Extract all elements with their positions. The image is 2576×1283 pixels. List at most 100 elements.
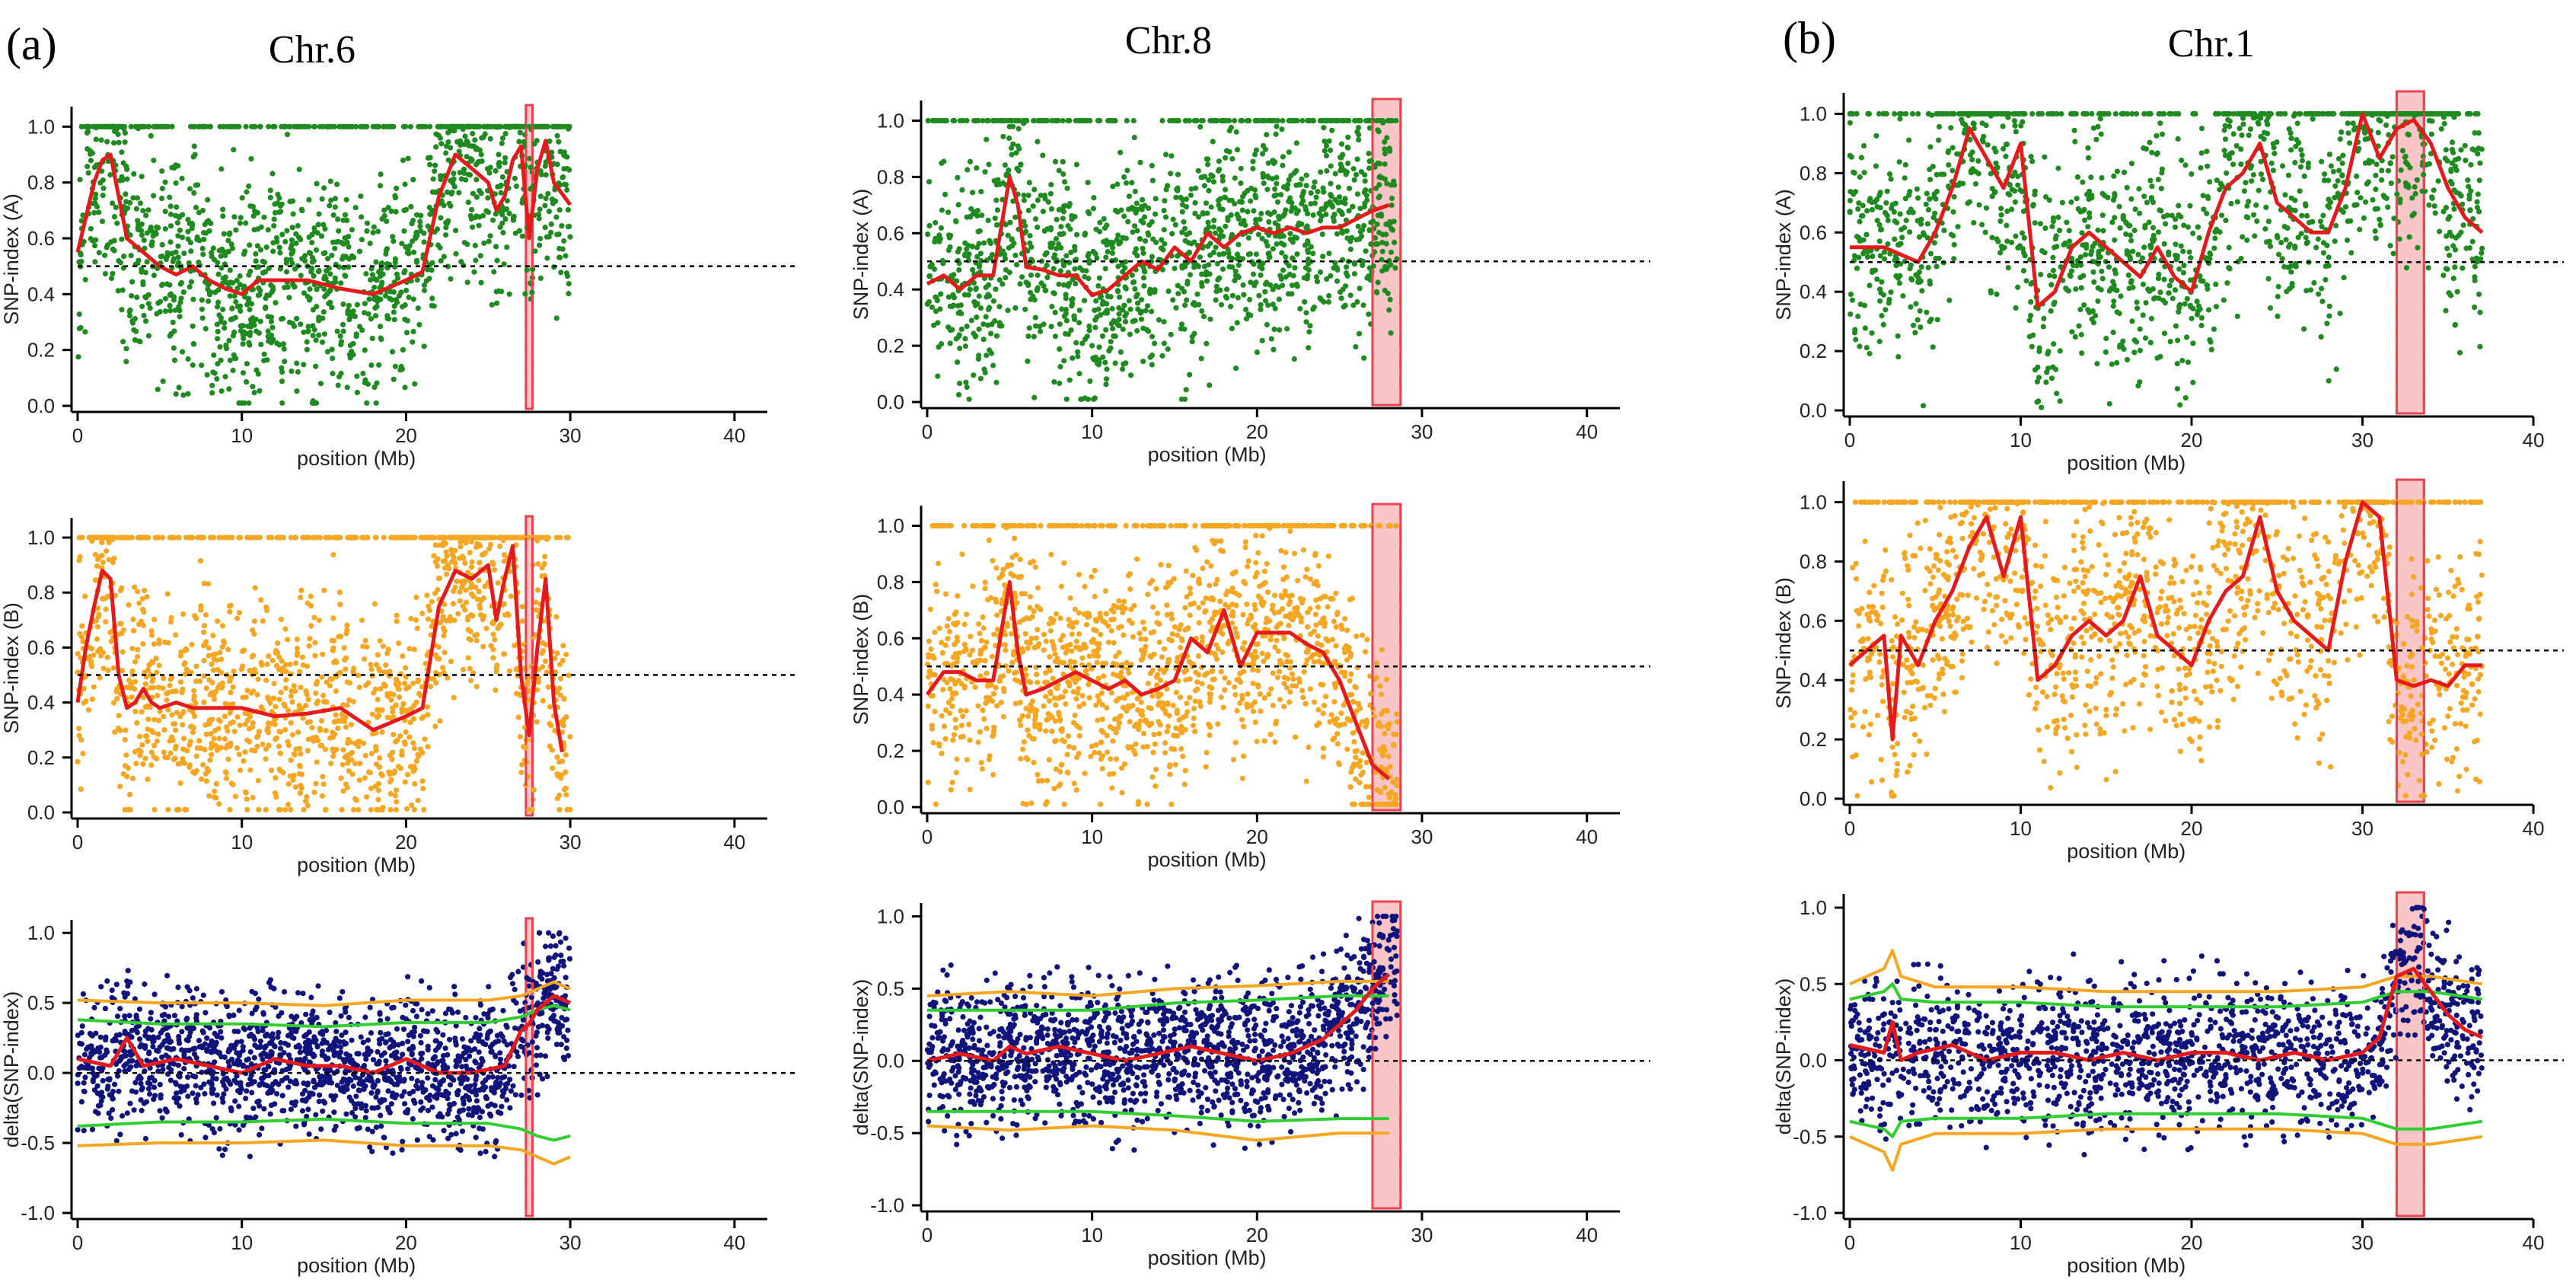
chr6-a-point bbox=[190, 362, 196, 369]
chr6-b-point bbox=[103, 619, 109, 625]
chr6-b-point bbox=[292, 660, 299, 666]
chr6-b-point bbox=[388, 535, 394, 541]
chr6-d-point bbox=[300, 1091, 306, 1097]
chr6-a-point bbox=[336, 123, 343, 129]
chr6-b-point bbox=[224, 775, 230, 781]
chr6-a-point bbox=[111, 238, 117, 244]
chr6-d-point bbox=[181, 1066, 187, 1072]
chr6-a-point bbox=[427, 123, 433, 129]
chr6-b-point bbox=[390, 709, 396, 715]
chr6-b-point bbox=[92, 577, 98, 583]
chr6-b-point bbox=[450, 601, 457, 607]
chr6-d-point bbox=[403, 1002, 409, 1008]
chr6-d-point bbox=[226, 1046, 232, 1052]
chr6-a-point bbox=[347, 343, 353, 349]
chr6-a-point bbox=[139, 123, 145, 129]
chr6-b-point bbox=[206, 677, 212, 683]
chr6-a-point bbox=[247, 342, 253, 348]
chr6-a-point bbox=[253, 367, 260, 373]
chr6-b-point bbox=[426, 608, 433, 614]
chr6-a-point bbox=[346, 302, 352, 308]
chr6-b-point bbox=[374, 714, 381, 720]
chr6-b-point bbox=[297, 762, 303, 769]
chr6-d-point bbox=[565, 1027, 571, 1033]
chr6-b-point bbox=[135, 589, 141, 595]
chr6-d-point bbox=[282, 1075, 289, 1081]
chr6-a-point bbox=[220, 206, 226, 212]
chr6-d-point bbox=[220, 1099, 226, 1105]
chr6-a-point bbox=[289, 237, 295, 243]
chr6-d-point bbox=[185, 1074, 191, 1080]
chr6-a-point bbox=[289, 249, 296, 255]
chr6-d-point bbox=[551, 954, 557, 960]
chr6-a-point bbox=[382, 292, 389, 298]
chr6-b-point bbox=[95, 535, 101, 541]
chr6-a-point bbox=[123, 359, 129, 365]
chr6-a-point bbox=[326, 123, 332, 129]
chr6-d-point bbox=[557, 939, 564, 945]
chr6-a-point bbox=[277, 266, 283, 272]
chr6-d-point bbox=[231, 1028, 238, 1035]
chr6-b-point bbox=[305, 697, 311, 703]
chr6-b-point bbox=[75, 758, 81, 765]
chr6-b-point bbox=[560, 643, 566, 649]
chr6-a-point bbox=[461, 170, 467, 177]
chr6-b-point bbox=[549, 747, 556, 753]
chr6-d-point bbox=[483, 1096, 490, 1102]
chr6-d-x-tick-label: 10 bbox=[231, 1231, 253, 1254]
chr6-b-point bbox=[201, 629, 207, 635]
chr6-a-point bbox=[425, 155, 432, 161]
chr6-b-point bbox=[373, 535, 379, 541]
chr6-b-point bbox=[203, 685, 209, 691]
chr6-a-point bbox=[86, 123, 92, 129]
chr6-a-point bbox=[248, 156, 254, 162]
chr6-b-point bbox=[213, 780, 219, 787]
chr6-b-point bbox=[154, 738, 161, 744]
chr6-d-point bbox=[563, 1045, 569, 1052]
chr6-a-point bbox=[144, 230, 150, 236]
chr6-a-point bbox=[175, 243, 181, 249]
chr6-d-point bbox=[362, 1014, 368, 1020]
chr6-d-point bbox=[401, 1078, 407, 1084]
chr6-b-point bbox=[92, 551, 98, 558]
chr6-b-point bbox=[381, 535, 387, 541]
chr6-a-point bbox=[92, 259, 98, 265]
chr6-a-point bbox=[496, 161, 502, 167]
chr6-a-point bbox=[346, 311, 352, 317]
chr6-d-xlabel: position (Mb) bbox=[297, 1254, 416, 1277]
chr6-d-point bbox=[526, 976, 532, 982]
chr6-a-y-tick-label: 0.0 bbox=[27, 394, 55, 417]
chr6-d-point bbox=[544, 1074, 550, 1080]
chr6-b-point bbox=[77, 554, 83, 560]
chr6-b-point bbox=[369, 711, 376, 717]
chr6-a-point bbox=[121, 126, 127, 132]
chr6-b-point bbox=[376, 666, 382, 672]
chr6-b-point bbox=[129, 694, 135, 701]
chr6-b-point bbox=[135, 653, 141, 660]
chr6-d-point bbox=[486, 984, 492, 990]
chr6-d-point bbox=[480, 1039, 486, 1045]
chr6-a-point bbox=[392, 363, 399, 369]
chr6-b-point bbox=[168, 619, 174, 625]
chr6-b-point bbox=[82, 593, 88, 599]
chr6-a-point bbox=[218, 357, 224, 363]
chr6-d-point bbox=[394, 1026, 400, 1032]
chr6-d-point bbox=[262, 1045, 268, 1051]
chr6-b-point bbox=[178, 649, 184, 655]
chr6-a-point bbox=[372, 313, 379, 319]
chr6-d-point bbox=[560, 958, 566, 965]
chr6-b-point bbox=[244, 717, 250, 723]
chr6-b-point bbox=[430, 675, 437, 682]
chr6-a-point bbox=[374, 303, 380, 309]
chr6-b-point bbox=[206, 768, 212, 774]
chr6-a-point bbox=[311, 327, 317, 333]
chr6-a-point bbox=[256, 264, 262, 270]
chr6-d-point bbox=[112, 1081, 118, 1087]
chr6-d-point bbox=[164, 1032, 171, 1038]
chr6-b-point bbox=[509, 535, 515, 541]
chr6-d-point bbox=[279, 1010, 285, 1016]
chr6-b-point bbox=[463, 587, 469, 593]
chr6-b-point bbox=[556, 759, 563, 765]
chr6-a-point bbox=[508, 123, 515, 129]
chr6-b-point bbox=[491, 535, 497, 541]
